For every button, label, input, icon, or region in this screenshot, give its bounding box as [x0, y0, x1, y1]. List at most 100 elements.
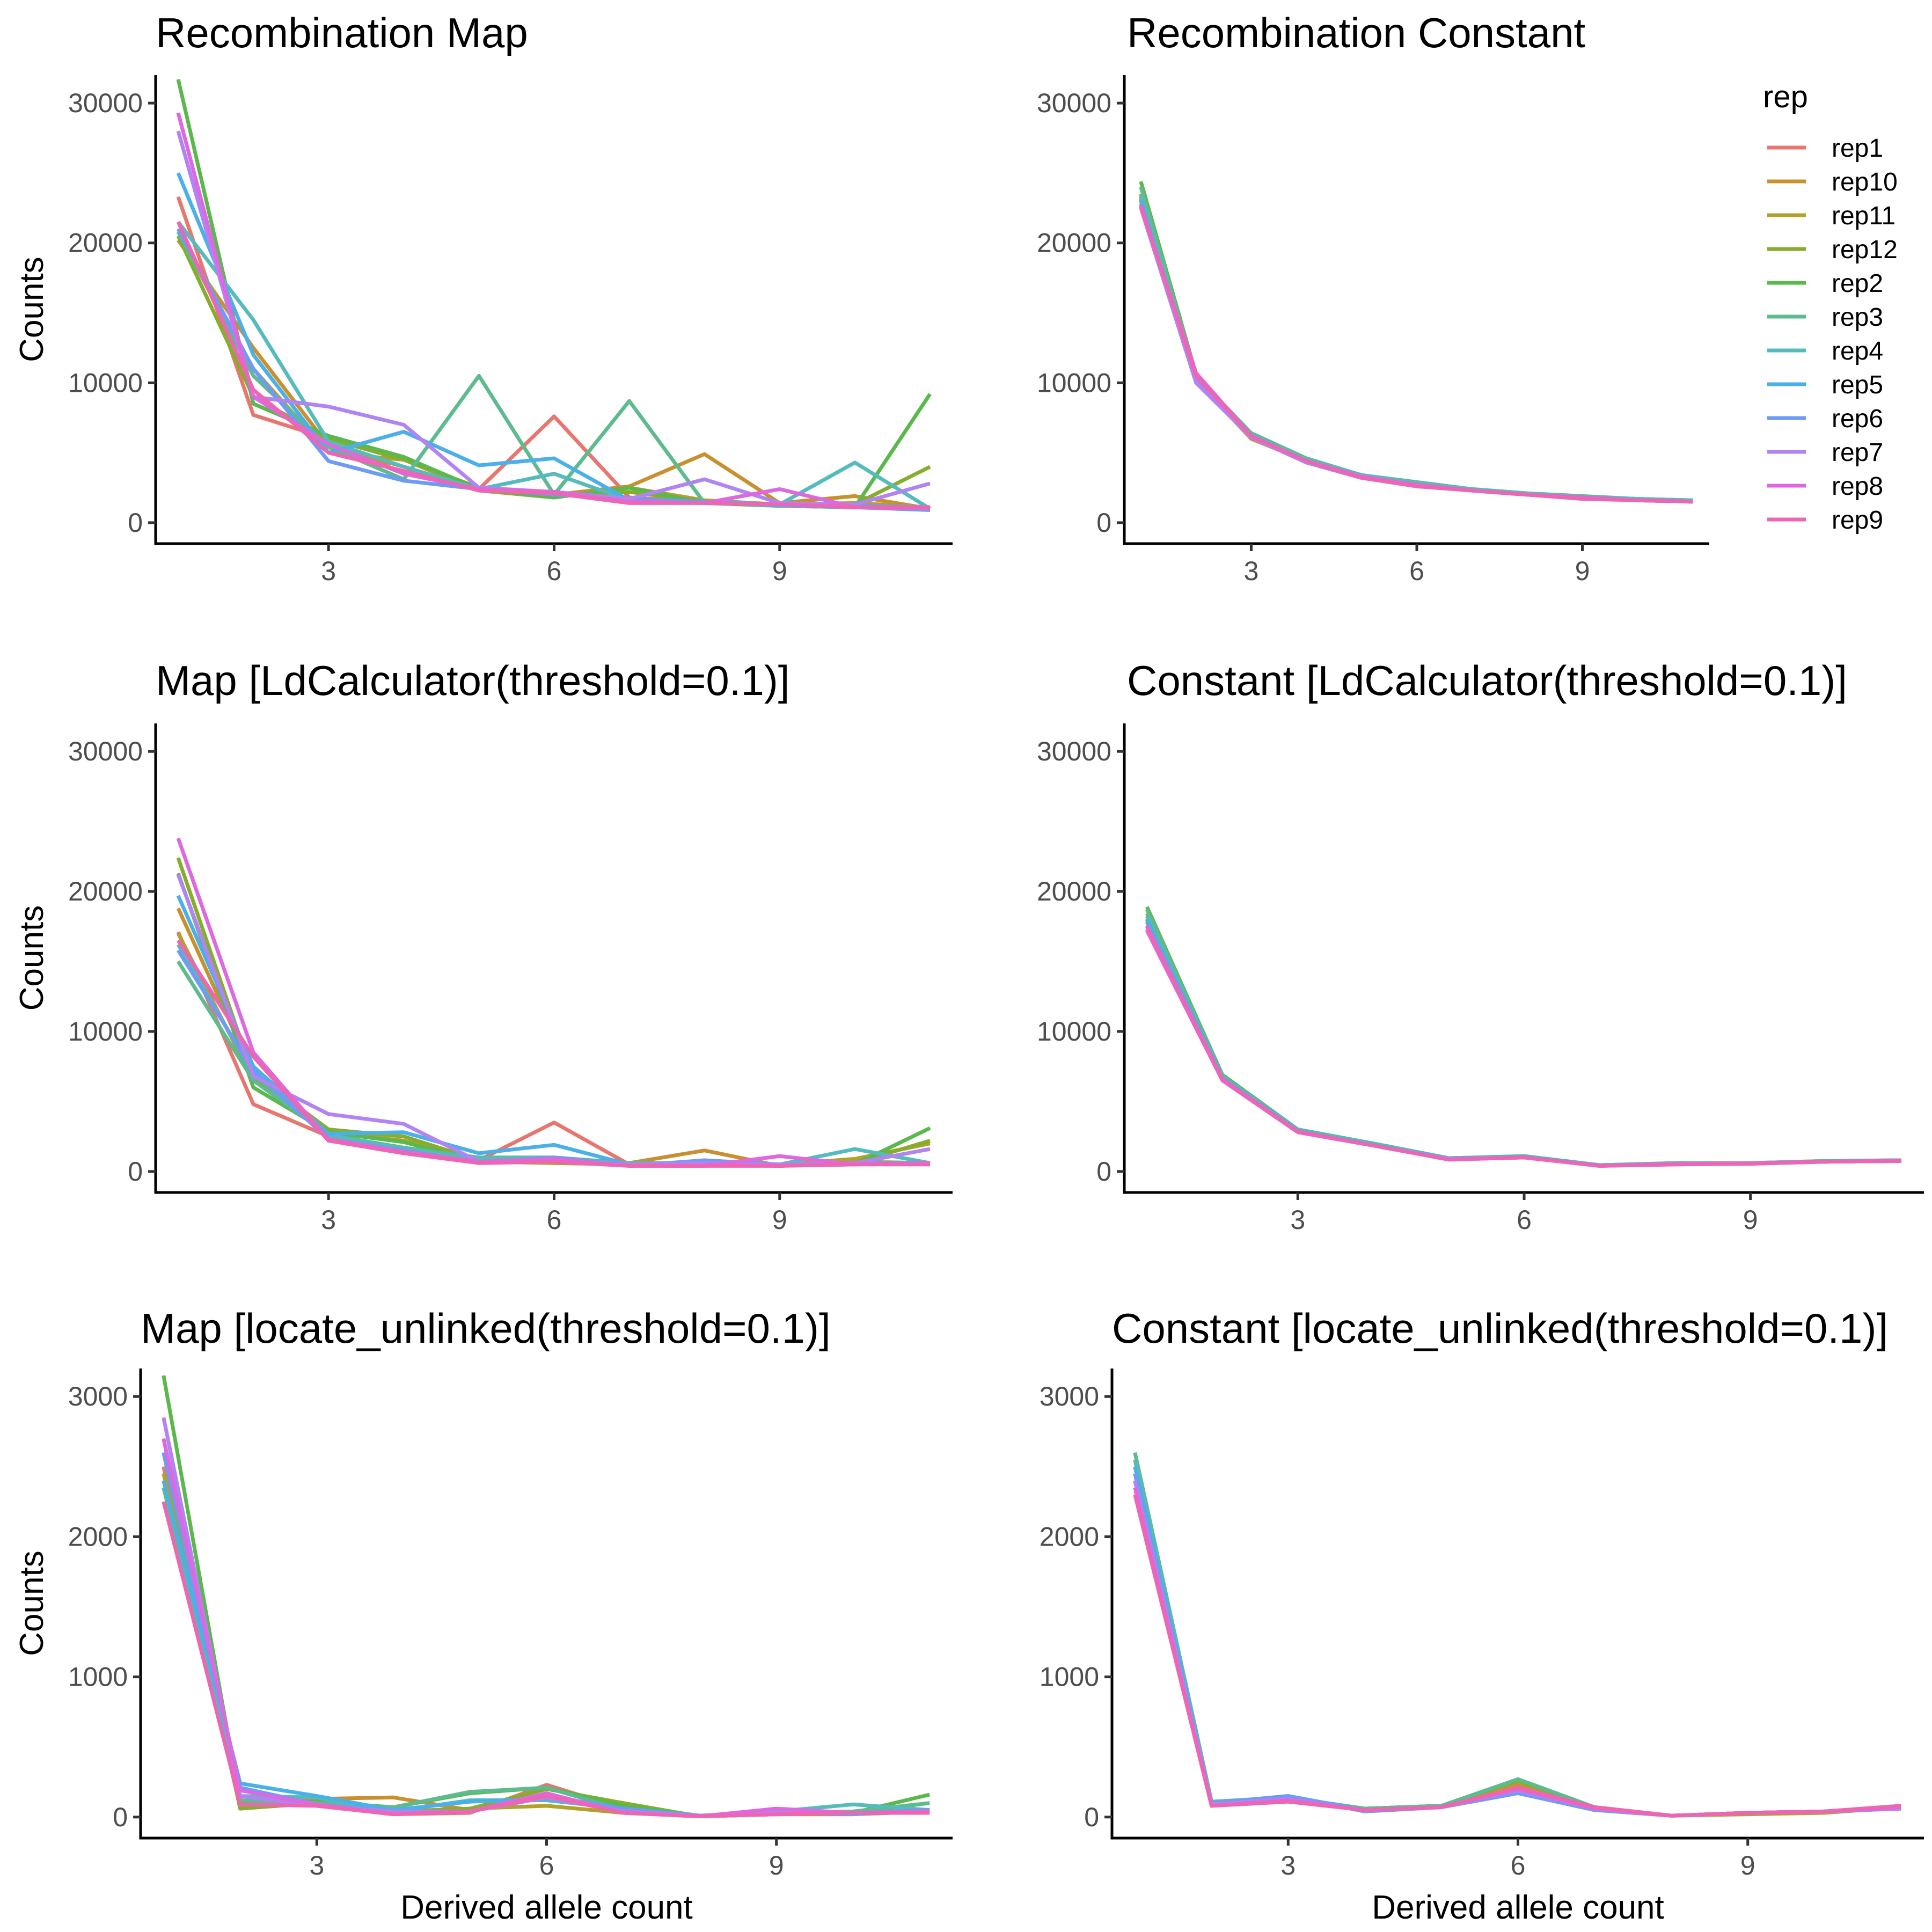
legend-entry: rep8	[1767, 472, 1883, 501]
y-tick-label: 20000	[68, 876, 143, 906]
series-lines	[1139, 181, 1693, 504]
x-tick-label: 3	[309, 1850, 324, 1880]
y-tick-label: 0	[128, 508, 143, 538]
series-lines	[1133, 1452, 1901, 1818]
legend: rep rep1rep10rep11rep12rep2rep3rep4rep5r…	[1763, 79, 1898, 535]
series-lines	[176, 837, 931, 1168]
y-tick-label: 0	[1096, 508, 1111, 538]
x-tick-label: 3	[1290, 1205, 1305, 1235]
legend-entry: rep5	[1767, 371, 1883, 399]
x-tick-label: 9	[772, 1205, 787, 1235]
y-tick-label: 30000	[1037, 88, 1111, 118]
panel-2: Recombination Constant 0 10000 20000 30000 3 6…	[1037, 9, 1709, 586]
series-lines	[1145, 906, 1901, 1168]
x-tick-label: 3	[1244, 556, 1259, 586]
y-tick-label: 30000	[68, 736, 143, 766]
x-tick-label: 6	[1517, 1205, 1532, 1235]
legend-label: rep10	[1832, 168, 1898, 196]
x-tick-label: 3	[1280, 1850, 1296, 1880]
y-tick-label: 3000	[68, 1381, 128, 1411]
y-tick-label: 1000	[68, 1662, 128, 1692]
legend-entry: rep6	[1767, 405, 1883, 433]
y-tick-label: 1000	[1040, 1662, 1099, 1692]
y-tick-label: 0	[1084, 1802, 1099, 1832]
x-tick-label: 3	[321, 556, 336, 586]
legend-label: rep4	[1832, 337, 1883, 365]
panel-title: Recombination Constant	[1127, 9, 1585, 56]
legend-entry: rep1	[1767, 134, 1883, 163]
x-tick-label: 6	[547, 1205, 562, 1235]
y-tick-label: 20000	[1037, 228, 1111, 258]
x-tick-label: 9	[772, 556, 787, 586]
panel-title: Constant [LdCalculator(threshold=0.1)]	[1127, 657, 1847, 704]
legend-label: rep2	[1832, 269, 1883, 298]
legend-title: rep	[1763, 79, 1808, 114]
legend-label: rep9	[1832, 506, 1883, 535]
panel-6: Constant [locate_unlinked(threshold=0.1)…	[1040, 1305, 1924, 1926]
legend-label: rep1	[1832, 134, 1883, 163]
y-tick-label: 0	[113, 1802, 128, 1832]
x-axis-title: Derived allele count	[1372, 1889, 1664, 1926]
panel-title: Recombination Map	[156, 9, 528, 56]
series-line-rep9	[176, 221, 930, 509]
series-line-rep4	[177, 221, 931, 510]
x-tick-label: 6	[539, 1850, 554, 1880]
x-tick-label: 6	[1409, 556, 1424, 586]
y-tick-label: 10000	[1037, 368, 1111, 398]
series-lines	[162, 1375, 931, 1818]
x-tick-label: 6	[1511, 1850, 1526, 1880]
series-line-rep9	[177, 939, 930, 1168]
y-axis-title: Counts	[13, 905, 50, 1011]
x-tick-label: 6	[547, 556, 562, 586]
panel-title: Map [locate_unlinked(threshold=0.1)]	[141, 1305, 831, 1352]
legend-label: rep11	[1832, 202, 1896, 230]
y-tick-label: 20000	[68, 228, 143, 258]
y-tick-label: 0	[1096, 1157, 1111, 1187]
y-tick-label: 2000	[1040, 1521, 1099, 1552]
x-axis-title: Derived allele count	[400, 1889, 693, 1926]
legend-label: rep6	[1832, 405, 1883, 433]
legend-entry: rep7	[1767, 438, 1883, 467]
series-line-rep8	[162, 1438, 930, 1818]
legend-entry: rep12	[1767, 236, 1898, 264]
y-tick-label: 2000	[68, 1521, 128, 1552]
panel-4: Constant [LdCalculator(threshold=0.1)] 0 1…	[1037, 657, 1924, 1235]
y-tick-label: 3000	[1040, 1381, 1099, 1411]
series-line-rep9	[162, 1501, 930, 1818]
y-tick-label: 20000	[1037, 876, 1111, 906]
y-tick-label: 10000	[68, 368, 143, 398]
y-tick-label: 10000	[68, 1016, 143, 1046]
x-tick-label: 3	[321, 1205, 336, 1235]
legend-label: rep3	[1832, 303, 1883, 332]
legend-label: rep8	[1832, 472, 1883, 501]
panel-3: Map [LdCalculator(threshold=0.1)] 0 10000 2…	[13, 657, 953, 1235]
y-tick-label: 30000	[1037, 736, 1111, 766]
legend-label: rep12	[1832, 236, 1898, 264]
legend-entries: rep1 rep10 rep11 rep12 rep2 rep3 rep4 rep5 rep6 r…	[1767, 134, 1898, 535]
series-line-rep9	[1139, 204, 1693, 504]
legend-label: rep5	[1832, 371, 1883, 399]
y-tick-label: 0	[128, 1157, 143, 1187]
legend-entry: rep10	[1767, 168, 1898, 196]
x-tick-label: 9	[1575, 556, 1590, 586]
panel-1: Recombination Map 0 10000 20000 30000 3 6 9 Coun…	[13, 9, 953, 586]
series-lines	[176, 79, 932, 512]
x-tick-label: 9	[769, 1850, 784, 1880]
legend-entry: rep3	[1767, 303, 1883, 332]
panel-5: Map [locate_unlinked(threshold=0.1)] 0 100…	[13, 1305, 953, 1926]
series-line-rep9	[1145, 925, 1901, 1168]
panel-title: Map [LdCalculator(threshold=0.1)]	[156, 657, 789, 704]
x-tick-label: 9	[1743, 1205, 1758, 1235]
legend-entry: rep11	[1767, 202, 1896, 230]
x-tick-label: 9	[1740, 1850, 1755, 1880]
legend-entry: rep2	[1767, 269, 1883, 298]
y-tick-label: 10000	[1037, 1016, 1111, 1046]
legend-label: rep7	[1832, 438, 1883, 467]
y-axis-title: Counts	[13, 1550, 50, 1656]
legend-entry: rep9	[1767, 506, 1883, 535]
series-line-rep9	[1133, 1494, 1901, 1818]
y-tick-label: 30000	[68, 88, 143, 118]
